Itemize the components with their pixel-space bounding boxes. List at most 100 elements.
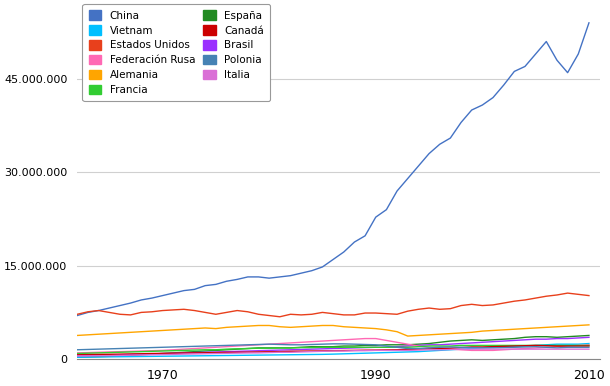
Italia — [117, 353, 124, 358]
Canadá — [319, 349, 326, 353]
Canadá — [74, 352, 81, 357]
Polonia — [532, 344, 539, 349]
Polonia — [543, 345, 550, 350]
Federación Rusa — [74, 350, 81, 355]
Vietnam — [382, 350, 390, 355]
Francia — [393, 345, 401, 350]
Federación Rusa — [500, 347, 508, 352]
China — [511, 69, 518, 74]
China — [223, 279, 230, 284]
España — [265, 345, 273, 350]
Federación Rusa — [436, 346, 443, 351]
Italia — [148, 352, 156, 357]
España — [287, 345, 294, 350]
Canadá — [127, 352, 134, 356]
Federación Rusa — [372, 336, 379, 341]
Brasil — [138, 352, 145, 356]
España — [382, 342, 390, 347]
Federación Rusa — [84, 350, 92, 355]
Estados Unidos — [393, 312, 401, 317]
Polonia — [95, 347, 102, 352]
Brasil — [148, 352, 156, 356]
Canadá — [362, 348, 369, 352]
Federación Rusa — [212, 345, 220, 350]
Federación Rusa — [522, 346, 529, 351]
Polonia — [522, 345, 529, 349]
Federación Rusa — [340, 337, 348, 342]
Alemania — [500, 328, 508, 332]
China — [500, 83, 508, 88]
Federación Rusa — [415, 344, 422, 348]
Vietnam — [276, 352, 284, 357]
Estados Unidos — [553, 293, 561, 297]
Brasil — [127, 352, 134, 357]
Estados Unidos — [319, 310, 326, 315]
Italia — [244, 350, 251, 355]
China — [415, 164, 422, 168]
Vietnam — [489, 345, 497, 350]
Canadá — [436, 346, 443, 351]
Canadá — [95, 352, 102, 357]
Brasil — [234, 349, 241, 354]
Vietnam — [148, 354, 156, 359]
España — [575, 334, 582, 339]
Francia — [362, 345, 369, 350]
Estados Unidos — [234, 308, 241, 313]
Alemania — [170, 328, 177, 332]
Francia — [468, 343, 475, 348]
Brasil — [276, 348, 284, 352]
Francia — [234, 347, 241, 351]
Italia — [127, 353, 134, 357]
Estados Unidos — [382, 312, 390, 316]
Estados Unidos — [106, 310, 113, 315]
Polonia — [415, 346, 422, 351]
Polonia — [340, 342, 348, 346]
Italia — [265, 350, 273, 355]
China — [84, 310, 92, 315]
Italia — [212, 351, 220, 356]
Italia — [393, 348, 401, 353]
China — [532, 52, 539, 56]
Francia — [308, 345, 315, 350]
Brasil — [372, 345, 379, 350]
Italia — [553, 347, 561, 352]
Federación Rusa — [159, 348, 166, 353]
Italia — [468, 347, 475, 352]
Estados Unidos — [191, 308, 198, 313]
China — [170, 291, 177, 295]
Federación Rusa — [265, 342, 273, 347]
Francia — [287, 345, 294, 350]
Estados Unidos — [255, 312, 262, 317]
Estados Unidos — [74, 312, 81, 317]
Brasil — [298, 347, 305, 352]
España — [362, 343, 369, 348]
Brasil — [532, 337, 539, 342]
Vietnam — [436, 348, 443, 353]
Francia — [329, 345, 337, 350]
Estados Unidos — [84, 310, 92, 314]
Estados Unidos — [170, 308, 177, 312]
Canadá — [148, 351, 156, 356]
Alemania — [138, 329, 145, 334]
España — [415, 342, 422, 347]
Vietnam — [468, 346, 475, 351]
Estados Unidos — [308, 312, 315, 317]
Vietnam — [372, 350, 379, 355]
Alemania — [468, 330, 475, 335]
España — [479, 338, 486, 343]
España — [489, 337, 497, 342]
Canadá — [489, 344, 497, 349]
Estados Unidos — [404, 309, 411, 313]
España — [117, 354, 124, 358]
España — [522, 335, 529, 340]
Federación Rusa — [117, 349, 124, 354]
Canadá — [479, 345, 486, 349]
Francia — [351, 345, 358, 350]
Alemania — [489, 328, 497, 333]
Canadá — [415, 347, 422, 352]
Estados Unidos — [500, 301, 508, 305]
Italia — [543, 347, 550, 352]
Francia — [489, 343, 497, 348]
China — [564, 70, 572, 75]
Italia — [522, 347, 529, 352]
